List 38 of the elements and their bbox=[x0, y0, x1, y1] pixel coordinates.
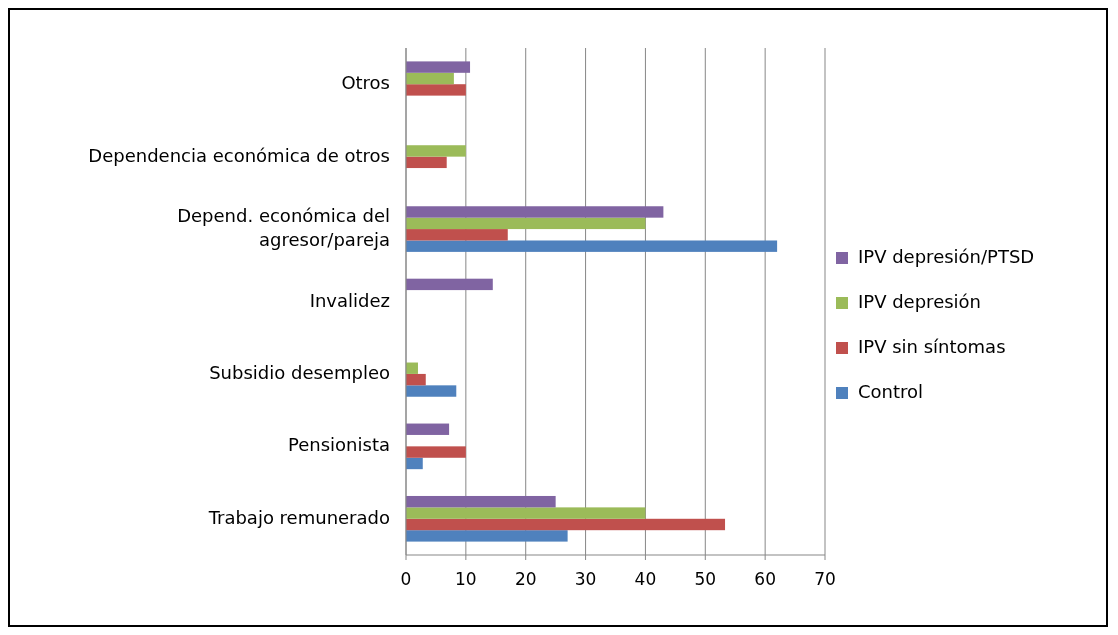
bar bbox=[406, 423, 450, 435]
x-tick-label: 40 bbox=[634, 569, 657, 589]
y-tick-label: Pensionista bbox=[288, 434, 390, 456]
legend-label: IPV sin síntomas bbox=[858, 336, 1006, 357]
bar bbox=[406, 217, 646, 230]
bar bbox=[406, 156, 447, 169]
bar bbox=[406, 61, 471, 73]
x-tick-label: 20 bbox=[514, 569, 537, 589]
bar bbox=[406, 84, 466, 96]
legend-label: IPV depresión/PTSD bbox=[858, 246, 1035, 267]
bar bbox=[406, 457, 423, 470]
y-tick-label: Invalidez bbox=[309, 289, 390, 311]
bar bbox=[406, 507, 646, 519]
bar bbox=[406, 530, 568, 542]
bar bbox=[406, 145, 466, 157]
bar bbox=[406, 385, 457, 397]
bar bbox=[406, 373, 426, 386]
y-tick-label: Otros bbox=[341, 72, 390, 94]
x-tick-label: 50 bbox=[694, 569, 717, 589]
x-tick-label: 10 bbox=[455, 569, 477, 589]
bar bbox=[406, 278, 493, 291]
legend-label: Control bbox=[858, 381, 924, 402]
y-tick-label: Subsidio desempleo bbox=[209, 361, 390, 383]
x-tick-label: 70 bbox=[814, 569, 836, 589]
bar bbox=[406, 72, 454, 85]
x-tick-label: 0 bbox=[400, 569, 412, 589]
bar bbox=[406, 229, 508, 241]
y-tick-label: Dependencia económica de otros bbox=[88, 144, 390, 166]
bar bbox=[406, 446, 466, 458]
y-tick-label: Trabajo remunerado bbox=[207, 506, 390, 528]
bar bbox=[406, 495, 556, 508]
bar bbox=[406, 240, 778, 252]
bar bbox=[406, 518, 726, 531]
x-tick-label: 30 bbox=[574, 569, 597, 589]
legend-label: IPV depresión bbox=[858, 291, 982, 312]
x-tick-label: 60 bbox=[754, 569, 776, 589]
y-tick-label: Depend. económica del agresor/pareja bbox=[177, 205, 390, 251]
bar bbox=[406, 206, 664, 218]
